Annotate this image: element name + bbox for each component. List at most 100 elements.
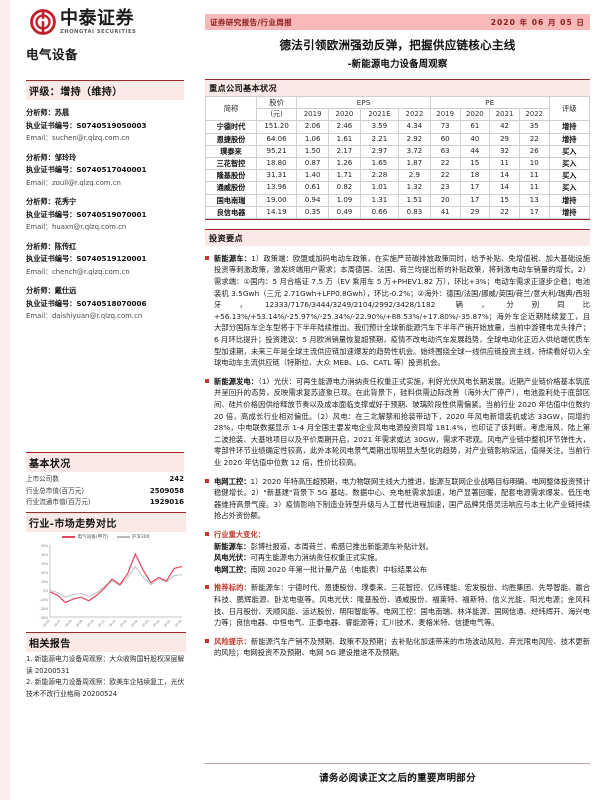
cell-eps: 0.87	[296, 156, 330, 171]
bullet-square-icon	[205, 531, 209, 536]
x-axis-tick: 20-02	[130, 619, 139, 628]
cell-pe: 17	[459, 181, 491, 195]
cell-company-name: 良信电器	[205, 205, 257, 219]
cell-eps: 0.66	[359, 205, 400, 219]
cell-company-name: 恩捷股份	[205, 132, 257, 146]
chart-legend: 电气设备(申万) 沪深300	[26, 534, 186, 540]
col-header-rating: 评级	[548, 95, 591, 122]
cell-eps: 1.51	[398, 193, 431, 207]
investment-points-list: 新能源车：1）政策端：欧盟或加码电动车政策，在实施严苛碳排放政策同时，给予补贴、…	[205, 253, 590, 659]
cell-eps: 1.01	[359, 181, 400, 195]
cell-pe: 10	[518, 156, 550, 171]
col-header-eps: EPS	[296, 95, 431, 110]
cell-pe: 11	[518, 181, 550, 195]
brand-name-cn: 中泰证券	[60, 7, 134, 29]
bullet-lead: 风险提示：	[214, 636, 251, 646]
y-axis-tick: 0%	[43, 589, 48, 593]
related-report-item[interactable]: 1. 新能源电力设备周观察：大众收购国轩股权深层解读 20200531	[26, 655, 185, 675]
cell-company-name: 三花智控	[205, 156, 257, 171]
cell-price: 18.80	[255, 156, 298, 171]
bullet-square-icon	[205, 255, 209, 260]
cell-pe: 29	[459, 205, 491, 219]
related-report-item[interactable]: 2. 新能源电力设备周观察：欧美车企陆续复工，光伏技术不改行业格局 202005…	[26, 678, 185, 698]
table-row[interactable]: 璞泰来 95.21 1.50 2.17 2.97 3.72 63 44 32 26 买入	[205, 144, 591, 158]
zhongtai-logo-icon	[30, 9, 56, 35]
x-axis-tick: 20-03	[141, 619, 150, 628]
cell-company-name: 宁德时代	[205, 120, 257, 134]
cell-pe: 26	[518, 144, 550, 158]
sector-title: 电气设备	[26, 47, 79, 62]
col-header-eps-year: 2021E	[359, 108, 400, 122]
y-axis-tick: -10%	[40, 598, 48, 602]
analyst-certificate: 执业证书编号：S0740519050003	[26, 120, 147, 130]
x-axis-tick: 19-08	[64, 619, 73, 628]
x-axis-tick: 19-11	[97, 619, 106, 628]
trend-chart-panel: 行业-市场走势对比 电气设备(申万) 沪深300 50% 40% 30% 20% 10%…	[26, 512, 186, 635]
cell-rating: 买入	[548, 156, 591, 171]
y-axis-tick: 50%	[41, 544, 48, 548]
cell-eps: 2.21	[359, 132, 400, 146]
basic-status-row: 行业流通市值(百万元) 1929016	[26, 497, 184, 509]
table-row[interactable]: 宁德时代 151.20 2.06 2.46 3.59 4.34 73 61 42 35 增持	[205, 120, 591, 134]
table-row[interactable]: 恩捷股份 64.06 1.06 1.61 2.21 2.92 60 40 29 22 增持	[205, 132, 591, 146]
analyst-block: 分析师：邹玲玲 执业证书编号：S0740517040001 Email：zoull@…	[26, 152, 184, 190]
basic-status-value: 2509058	[149, 486, 184, 495]
x-axis-tick: 19-09	[75, 619, 84, 628]
cell-eps: 0.83	[398, 205, 431, 219]
col-header-pe-year: 2021	[489, 108, 520, 122]
basic-status-rows: 上市公司数 242 行业总市值(百万元) 2509058 行业流通市值(百万元) 1929…	[26, 474, 184, 509]
bullet-lead: 新能源发电：	[214, 376, 259, 386]
rating-header: 评级：增持（维持）	[26, 80, 184, 100]
cell-pe: 23	[429, 181, 461, 195]
cell-eps: 1.06	[296, 132, 330, 146]
cell-eps: 0.35	[296, 205, 330, 219]
cell-pe: 11	[518, 169, 550, 183]
footer-disclaimer: 请务必阅读正文之后的重要声明部分	[319, 773, 476, 784]
cell-pe: 22	[429, 156, 461, 171]
cell-eps: 2.28	[359, 169, 400, 183]
analyst-email[interactable]: Email：chench@r.qlzq.com.cn	[26, 267, 130, 276]
table-row[interactable]: 良信电器 14.19 0.35 0.49 0.66 0.83 41 29 22 17 增持	[205, 205, 591, 219]
cell-eps: 0.94	[296, 193, 330, 207]
related-reports-panel: 相关报告 1. 新能源电力设备周观察：大众收购国轩股权深层解读 20200531…	[26, 632, 186, 700]
bullet-sub-line: 电网工控：南网 2020 年第一批计量产品（电能表）中标结果公布	[214, 564, 427, 574]
cell-pe: 11	[489, 156, 520, 171]
investment-points-header: 投资要点	[205, 228, 590, 246]
chart-series-line	[49, 552, 183, 604]
cell-pe: 20	[429, 193, 461, 207]
page-title: 德法引领欧洲强劲反弹，把握供应链核心主线	[279, 38, 516, 52]
basic-status-label: 上市公司数	[26, 475, 59, 483]
table-row[interactable]: 通威股份 13.96 0.61 0.82 1.01 1.32 23 17 14 11 买入	[205, 181, 591, 195]
analyst-email[interactable]: Email：suchen@r.qlzq.com.cn	[26, 134, 130, 142]
analyst-certificate: 执业证书编号：S0740519120001	[26, 254, 147, 263]
table-row[interactable]: 隆基股份 31.31 1.40 1.71 2.28 2.9 22 18 14 11 买入	[205, 169, 591, 183]
cell-rating: 增持	[548, 132, 591, 146]
cell-eps: 3.72	[398, 144, 431, 158]
legend-series-industry: 电气设备(申万)	[62, 534, 109, 540]
cell-pe: 35	[518, 120, 550, 134]
cell-pe: 29	[489, 132, 520, 146]
basic-status-panel: 基本状况 上市公司数 242 行业总市值(百万元) 2509058 行业流通市值(百万元…	[26, 452, 184, 509]
analyst-name: 分析师：邹玲玲	[26, 152, 77, 162]
left-accent-stripe	[0, 0, 10, 800]
bullet-lead: 行业重大变化：	[214, 529, 266, 539]
cell-company-name: 国电南瑞	[205, 193, 257, 207]
basic-status-label: 行业总市值(百万元)	[26, 486, 84, 495]
y-axis-tick: 20%	[41, 571, 48, 575]
bullet-sub-lead: 电网工控：	[214, 564, 251, 574]
cell-pe: 32	[489, 144, 520, 158]
analyst-email[interactable]: Email：huaxn@r.qlzq.com.cn	[26, 223, 127, 231]
analyst-email[interactable]: Email：daishiyuan@r.qlzq.com.cn	[26, 312, 143, 320]
cell-pe: 61	[459, 120, 491, 134]
related-reports-header: 相关报告	[26, 632, 186, 652]
analyst-email[interactable]: Email：zoull@r.qlzq.com.cn	[26, 178, 121, 187]
bullet-square-icon	[205, 638, 209, 643]
bullet-lead: 新能源车：	[214, 253, 252, 263]
cell-price: 13.96	[255, 181, 298, 195]
table-row[interactable]: 三花智控 18.80 0.87 1.26 1.65 1.87 22 15 11 10 买入	[205, 156, 591, 171]
trend-line-chart: 50%40%30%20%10%0%-10%-20%-30%19-06 19-07 1…	[40, 544, 183, 628]
cell-rating: 增持	[548, 193, 591, 207]
cell-price: 64.06	[255, 132, 298, 146]
table-header-row: (元) 2019 2020 2021E 2022 2019 2020 2021 2022	[206, 108, 590, 122]
table-row[interactable]: 国电南瑞 19.00 0.94 1.09 1.31 1.51 20 17 15 13 增持	[205, 193, 591, 207]
